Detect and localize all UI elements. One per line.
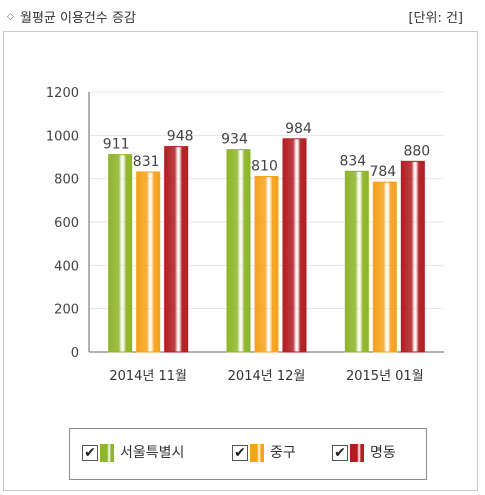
- y-tick-label: 400: [54, 259, 79, 274]
- x-tick-label: 2015년 01월: [346, 369, 424, 384]
- bar-value-label: 948: [167, 129, 194, 145]
- legend-swatch-myeongdong: [350, 444, 364, 462]
- legend-swatch-seoul: [100, 444, 114, 462]
- chart-header: ◇ 월평균 이용건수 증감 [단위: 건]: [0, 0, 485, 34]
- bar: [282, 138, 307, 353]
- legend-checkbox-seoul[interactable]: ✔: [82, 445, 98, 461]
- chart-title: 월평균 이용건수 증감: [20, 11, 136, 26]
- legend-swatch-junggu: [250, 444, 264, 462]
- legend-label-myeongdong: 명동: [370, 445, 396, 461]
- bar: [372, 181, 397, 353]
- x-tick-label: 2014년 12월: [228, 369, 306, 384]
- chart-panel: 0 200 400 600 800 1000 1200 911 831 948 2014년 11월 9…: [3, 31, 478, 491]
- unit-label: [단위: 건]: [408, 11, 463, 26]
- legend-label-junggu: 중구: [270, 445, 296, 461]
- bar-value-label: 810: [251, 159, 278, 175]
- bar: [136, 171, 161, 353]
- legend-label-seoul: 서울특별시: [120, 445, 185, 461]
- x-tick-label: 2014년 11월: [109, 369, 187, 384]
- bar-value-label: 834: [339, 153, 366, 169]
- bar-value-label: 784: [369, 164, 396, 180]
- bar-value-label: 831: [133, 154, 160, 170]
- bar: [400, 160, 425, 353]
- legend-checkbox-junggu[interactable]: ✔: [232, 445, 248, 461]
- y-tick-label: 0: [71, 346, 79, 361]
- bar-value-label: 911: [103, 137, 130, 153]
- y-tick-label: 200: [54, 303, 79, 318]
- bar: [108, 154, 133, 353]
- diamond-bullet-icon: ◇: [7, 12, 14, 22]
- bar-value-label: 934: [221, 132, 248, 148]
- y-tick-label: 1000: [46, 129, 79, 144]
- chart-legend: ✔ 서울특별시 ✔ 중구 ✔ 명동: [69, 428, 427, 480]
- legend-checkbox-myeongdong[interactable]: ✔: [332, 445, 348, 461]
- bar-value-label: 984: [285, 121, 312, 137]
- bar: [164, 146, 189, 353]
- bar-value-label: 880: [403, 143, 430, 159]
- y-tick-label: 600: [54, 216, 79, 231]
- y-tick-label: 1200: [46, 86, 79, 101]
- bar: [344, 170, 369, 353]
- y-tick-label: 800: [54, 173, 79, 188]
- bar: [226, 149, 251, 353]
- bar: [254, 176, 279, 353]
